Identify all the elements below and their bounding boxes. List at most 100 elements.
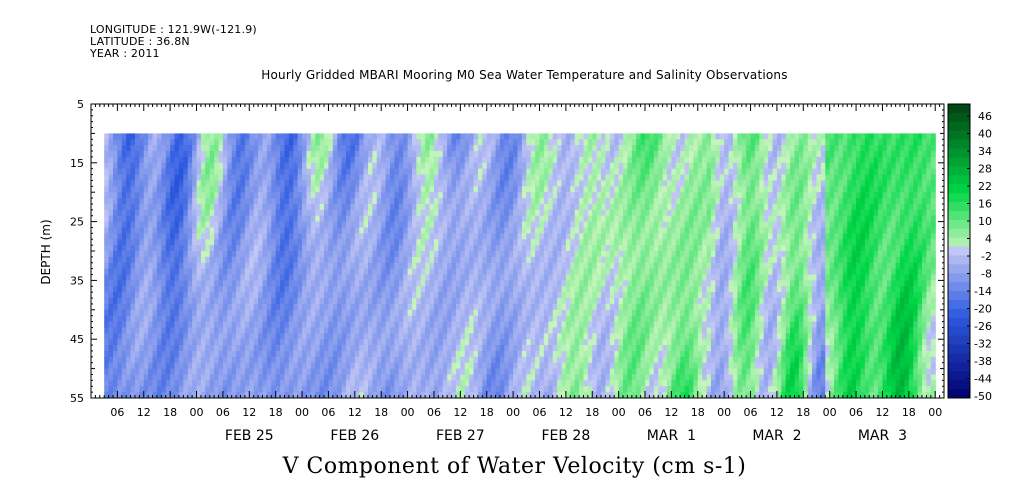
heat-cell bbox=[354, 315, 360, 323]
heat-cell bbox=[178, 139, 184, 146]
heat-cell bbox=[240, 345, 246, 352]
heat-cell bbox=[117, 156, 123, 164]
heat-cell bbox=[570, 303, 576, 311]
heat-cell bbox=[337, 215, 343, 223]
heat-cell bbox=[464, 339, 470, 346]
heat-cell bbox=[539, 292, 545, 299]
heat-cell bbox=[112, 186, 118, 193]
heat-cell bbox=[258, 133, 264, 140]
heat-cell bbox=[293, 133, 299, 140]
heat-cell bbox=[433, 339, 439, 346]
heat-cell bbox=[288, 350, 294, 358]
heat-cell bbox=[134, 156, 140, 164]
heat-cell bbox=[548, 180, 554, 187]
heat-cell bbox=[372, 362, 378, 370]
heat-cell bbox=[117, 215, 123, 223]
heat-cell bbox=[341, 350, 347, 358]
heat-cell bbox=[244, 268, 250, 276]
heat-cell bbox=[425, 180, 431, 187]
heat-cell bbox=[530, 350, 536, 358]
heat-cell bbox=[284, 356, 290, 364]
heat-cell bbox=[240, 303, 246, 311]
heat-cell bbox=[130, 256, 136, 264]
heat-cell bbox=[381, 192, 387, 199]
heat-cell bbox=[411, 268, 417, 276]
heat-cell bbox=[460, 268, 466, 276]
heat-cell bbox=[112, 374, 118, 381]
heat-cell bbox=[389, 239, 395, 246]
heat-cell bbox=[433, 162, 439, 170]
heat-cell bbox=[359, 186, 365, 193]
heat-cell bbox=[302, 327, 308, 334]
heat-cell bbox=[200, 180, 206, 187]
heat-cell bbox=[152, 327, 158, 334]
heat-cell bbox=[464, 368, 470, 376]
heat-cell bbox=[108, 350, 114, 358]
heat-cell bbox=[442, 339, 448, 346]
heat-cell bbox=[209, 262, 215, 270]
heat-cell bbox=[244, 233, 250, 240]
heat-cell bbox=[363, 356, 369, 364]
heat-cell bbox=[302, 233, 308, 240]
heat-cell bbox=[222, 350, 228, 358]
heat-cell bbox=[249, 374, 255, 381]
heat-cell bbox=[332, 350, 338, 358]
heat-cell bbox=[302, 386, 308, 393]
heat-cell bbox=[447, 215, 453, 223]
heat-cell bbox=[126, 133, 132, 140]
heat-cell bbox=[451, 221, 457, 229]
heat-cell bbox=[407, 145, 413, 152]
heat-cell bbox=[407, 268, 413, 276]
heat-cell bbox=[196, 327, 202, 334]
heat-cell bbox=[442, 139, 448, 146]
heat-cell bbox=[368, 268, 374, 276]
heat-cell bbox=[266, 345, 272, 352]
heat-cell bbox=[152, 309, 158, 317]
heat-cell bbox=[407, 280, 413, 287]
heat-cell bbox=[521, 298, 527, 305]
heat-cell bbox=[526, 356, 532, 364]
heat-cell bbox=[587, 186, 593, 193]
heat-cell bbox=[455, 327, 461, 334]
heat-cell bbox=[148, 315, 154, 323]
heat-cell bbox=[482, 239, 488, 246]
heat-cell bbox=[324, 215, 330, 223]
heatmap-field bbox=[104, 133, 936, 398]
heat-cell bbox=[420, 198, 426, 205]
heat-cell bbox=[236, 151, 242, 158]
heat-cell bbox=[504, 186, 510, 193]
heat-cell bbox=[196, 274, 202, 281]
heat-cell bbox=[337, 203, 343, 211]
heat-cell bbox=[148, 303, 154, 311]
heat-cell bbox=[517, 368, 523, 376]
heat-cell bbox=[499, 151, 505, 158]
heat-cell bbox=[407, 303, 413, 311]
heat-cell bbox=[381, 386, 387, 393]
heat-cell bbox=[403, 345, 409, 352]
heat-cell bbox=[249, 162, 255, 170]
heat-cell bbox=[192, 209, 198, 217]
heat-cell bbox=[196, 309, 202, 317]
heat-cell bbox=[236, 280, 242, 287]
heat-cell bbox=[332, 151, 338, 158]
heat-cell bbox=[187, 262, 193, 270]
heat-cell bbox=[205, 162, 211, 170]
heat-cell bbox=[121, 168, 127, 176]
heat-cell bbox=[130, 339, 136, 346]
heat-cell bbox=[200, 239, 206, 246]
heat-cell bbox=[447, 292, 453, 299]
heat-cell bbox=[266, 350, 272, 358]
heat-cell bbox=[394, 221, 400, 229]
heat-cell bbox=[310, 303, 316, 311]
heat-cell bbox=[240, 262, 246, 270]
heat-cell bbox=[570, 345, 576, 352]
heat-cell bbox=[288, 362, 294, 370]
heat-cell bbox=[117, 350, 123, 358]
heat-cell bbox=[258, 339, 264, 346]
heat-cell bbox=[381, 268, 387, 276]
heat-cell bbox=[561, 168, 567, 176]
heat-cell bbox=[240, 256, 246, 264]
heat-cell bbox=[249, 303, 255, 311]
heat-cell bbox=[583, 209, 589, 217]
